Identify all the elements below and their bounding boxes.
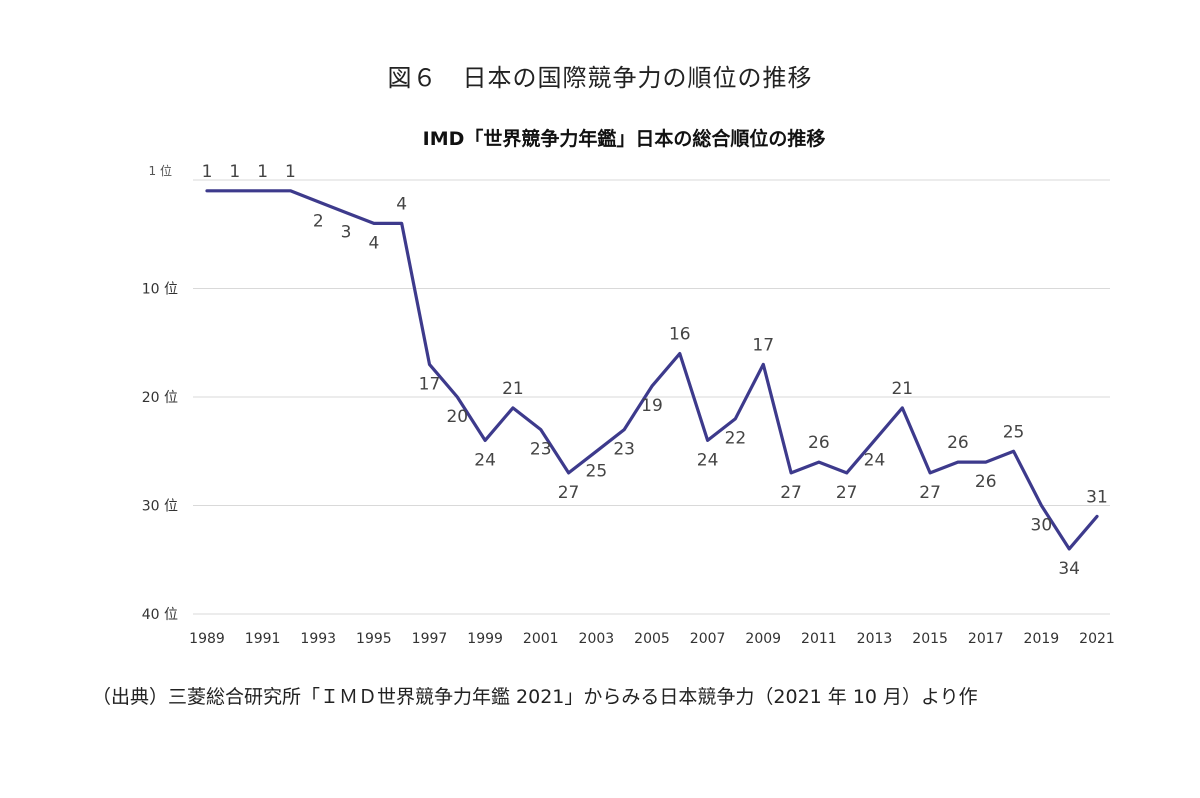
figure-title: 図６ 日本の国際競争力の順位の推移 xyxy=(387,64,813,92)
source-note: （出典）三菱総合研究所「ＩＭＤ世界競争力年鑑 2021」からみる日本競争力（20… xyxy=(92,686,978,708)
x-tick-label: 2019 xyxy=(1024,631,1060,647)
x-tick-label: 2009 xyxy=(745,631,781,647)
data-label: 17 xyxy=(752,335,774,355)
y-tick-label: 1 位 xyxy=(149,163,172,178)
x-tick-label: 2021 xyxy=(1079,631,1115,647)
data-label: 21 xyxy=(891,379,913,399)
x-tick-label: 1999 xyxy=(467,631,503,647)
data-label: 30 xyxy=(1031,516,1053,536)
x-tick-label: 2013 xyxy=(857,631,893,647)
data-label: 4 xyxy=(368,233,379,253)
data-label: 24 xyxy=(864,450,886,470)
y-tick-label: 20 位 xyxy=(142,390,178,406)
data-label: 2 xyxy=(313,212,324,232)
y-tick-label: 30 位 xyxy=(142,499,178,515)
x-tick-label: 2001 xyxy=(523,631,559,647)
data-label: 27 xyxy=(558,483,580,503)
y-tick-label: 40 位 xyxy=(142,607,178,623)
x-tick-label: 2005 xyxy=(634,631,670,647)
data-label: 25 xyxy=(586,461,608,481)
data-label: 31 xyxy=(1086,487,1108,507)
x-tick-label: 1997 xyxy=(412,631,448,647)
data-label: 16 xyxy=(669,325,691,345)
y-axis-ticks: 1 位 10 位 20 位 30 位 40 位 xyxy=(142,163,178,623)
data-label: 20 xyxy=(446,407,468,427)
data-label: 26 xyxy=(975,472,997,492)
data-label: 22 xyxy=(725,429,747,449)
data-label: 24 xyxy=(697,450,719,470)
data-label: 1 xyxy=(285,162,296,182)
data-label: 27 xyxy=(836,483,858,503)
data-label: 24 xyxy=(474,450,496,470)
rank-line-chart: IMD「世界競争力年鑑」日本の総合順位の推移 1 位 10 位 20 位 30 位 40… xyxy=(142,127,1115,647)
data-labels: 1 1 1 1234417202421232725231916242217272627… xyxy=(202,162,1108,579)
series-line xyxy=(205,189,1099,551)
data-label: 26 xyxy=(947,433,969,453)
x-tick-label: 2003 xyxy=(579,631,615,647)
x-tick-label: 2007 xyxy=(690,631,726,647)
series-lines xyxy=(205,189,1099,551)
x-tick-label: 2011 xyxy=(801,631,837,647)
data-label: 4 xyxy=(396,194,407,214)
data-label: 19 xyxy=(641,396,663,416)
data-label: 25 xyxy=(1003,422,1025,442)
data-label: 26 xyxy=(808,433,830,453)
data-label: 1 xyxy=(202,162,213,182)
gridlines xyxy=(193,179,1110,615)
x-axis-ticks: 1989 1991 1993 1995 1997 1999 2001 2003 2005 2007… xyxy=(189,631,1115,647)
data-label: 3 xyxy=(341,223,352,243)
x-tick-label: 1995 xyxy=(356,631,392,647)
x-tick-label: 1991 xyxy=(245,631,281,647)
data-label: 21 xyxy=(502,379,524,399)
x-tick-label: 2017 xyxy=(968,631,1004,647)
data-label: 27 xyxy=(919,483,941,503)
data-label: 23 xyxy=(530,440,552,460)
x-tick-label: 1989 xyxy=(189,631,225,647)
chart-title: IMD「世界競争力年鑑」日本の総合順位の推移 xyxy=(423,127,826,150)
x-tick-label: 1993 xyxy=(300,631,336,647)
data-label: 23 xyxy=(613,440,635,460)
data-label: 34 xyxy=(1058,559,1080,579)
x-tick-label: 2015 xyxy=(912,631,948,647)
data-label: 1 xyxy=(229,162,240,182)
data-label: 17 xyxy=(419,374,441,394)
y-tick-label: 10 位 xyxy=(142,282,178,298)
data-label: 27 xyxy=(780,483,802,503)
data-label: 1 xyxy=(257,162,268,182)
